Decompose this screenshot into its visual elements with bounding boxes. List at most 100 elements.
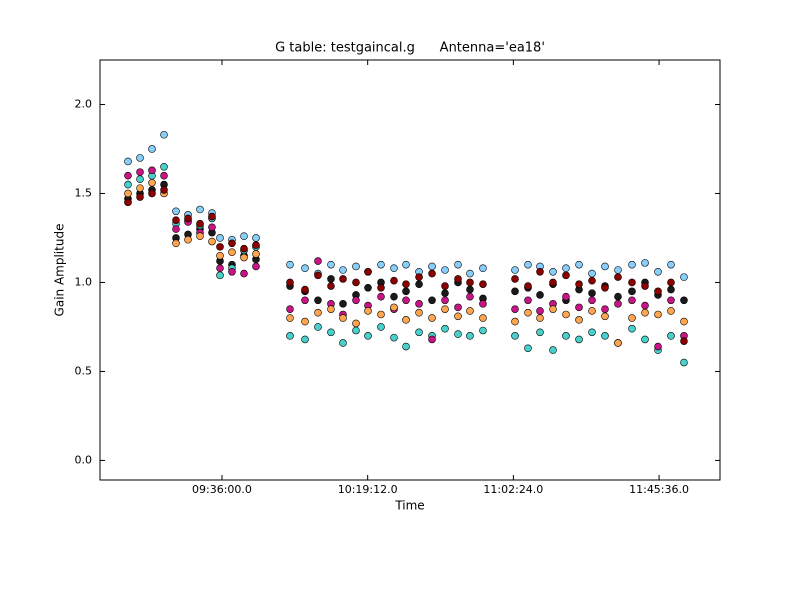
x-tick-label: 11:45:36.0 bbox=[629, 483, 689, 496]
data-point bbox=[377, 310, 385, 319]
plot-frame bbox=[99, 59, 721, 481]
data-point bbox=[628, 296, 636, 305]
data-point bbox=[601, 305, 609, 313]
data-point bbox=[575, 280, 583, 289]
data-point bbox=[415, 328, 423, 337]
data-point bbox=[196, 205, 204, 214]
data-point bbox=[314, 323, 322, 331]
data-point bbox=[314, 257, 322, 265]
data-point bbox=[184, 214, 192, 223]
data-point bbox=[641, 335, 649, 344]
data-point bbox=[148, 166, 156, 175]
data-point bbox=[667, 332, 675, 340]
data-point bbox=[286, 278, 294, 287]
data-point bbox=[240, 269, 248, 278]
data-point bbox=[196, 219, 204, 228]
data-point bbox=[148, 189, 156, 198]
data-point bbox=[562, 264, 570, 273]
data-point bbox=[402, 280, 410, 289]
data-point bbox=[428, 314, 436, 322]
data-point bbox=[680, 337, 688, 345]
data-point bbox=[628, 314, 636, 322]
chart-title: G table: testgaincal.g Antenna='ea18' bbox=[275, 41, 545, 56]
data-point bbox=[148, 145, 156, 153]
data-point bbox=[327, 260, 335, 269]
data-point bbox=[136, 184, 144, 192]
data-point bbox=[575, 316, 583, 324]
data-point bbox=[628, 278, 636, 287]
data-point bbox=[454, 275, 462, 283]
data-point bbox=[667, 285, 675, 294]
data-point bbox=[549, 278, 557, 287]
data-point bbox=[588, 307, 596, 315]
data-point bbox=[524, 296, 532, 305]
data-point bbox=[654, 267, 662, 276]
data-point bbox=[549, 346, 557, 354]
data-point bbox=[441, 282, 449, 290]
data-point bbox=[160, 186, 168, 194]
data-point bbox=[364, 283, 372, 292]
data-point bbox=[228, 267, 236, 276]
data-point bbox=[536, 267, 544, 276]
data-point bbox=[377, 260, 385, 269]
data-point bbox=[208, 223, 216, 232]
data-point bbox=[208, 212, 216, 221]
data-point bbox=[524, 344, 532, 353]
data-point bbox=[680, 273, 688, 281]
data-point bbox=[680, 317, 688, 326]
data-point bbox=[628, 260, 636, 269]
data-point bbox=[339, 266, 347, 274]
data-point bbox=[680, 296, 688, 305]
data-point bbox=[588, 328, 596, 337]
data-point bbox=[352, 278, 360, 287]
data-point bbox=[588, 276, 596, 285]
data-point bbox=[441, 296, 449, 305]
data-point bbox=[216, 251, 224, 260]
data-point bbox=[377, 283, 385, 292]
data-point bbox=[588, 269, 596, 278]
data-point bbox=[524, 260, 532, 269]
data-point bbox=[536, 328, 544, 337]
data-point bbox=[148, 178, 156, 187]
data-point bbox=[601, 262, 609, 271]
data-point bbox=[196, 232, 204, 240]
data-point bbox=[549, 267, 557, 276]
data-point bbox=[377, 323, 385, 331]
data-point bbox=[252, 241, 260, 249]
data-point bbox=[402, 342, 410, 351]
data-point bbox=[327, 328, 335, 337]
y-axis-label: Gain Amplitude bbox=[53, 224, 67, 317]
data-point bbox=[216, 271, 224, 280]
plot-area bbox=[124, 130, 688, 367]
data-point bbox=[511, 266, 519, 274]
data-point bbox=[641, 282, 649, 290]
data-point bbox=[441, 289, 449, 297]
data-point bbox=[240, 253, 248, 262]
data-point bbox=[667, 307, 675, 315]
data-point bbox=[575, 260, 583, 269]
data-point bbox=[286, 305, 294, 313]
data-point bbox=[614, 292, 622, 301]
x-tick-label: 11:02:24.0 bbox=[483, 483, 543, 496]
data-point bbox=[390, 264, 398, 273]
data-point bbox=[549, 305, 557, 313]
data-point bbox=[454, 312, 462, 321]
data-point bbox=[667, 296, 675, 305]
data-point bbox=[252, 250, 260, 258]
data-point bbox=[466, 292, 474, 301]
data-point bbox=[402, 287, 410, 296]
data-point bbox=[160, 171, 168, 180]
data-point bbox=[327, 275, 335, 283]
data-point bbox=[364, 332, 372, 340]
data-point bbox=[415, 273, 423, 281]
data-point bbox=[402, 260, 410, 269]
data-point bbox=[667, 260, 675, 269]
data-point bbox=[339, 314, 347, 322]
data-point bbox=[511, 317, 519, 326]
data-point bbox=[441, 266, 449, 274]
data-point bbox=[601, 332, 609, 340]
data-point bbox=[390, 276, 398, 285]
data-point bbox=[641, 259, 649, 267]
data-point bbox=[479, 280, 487, 289]
data-point bbox=[466, 307, 474, 315]
